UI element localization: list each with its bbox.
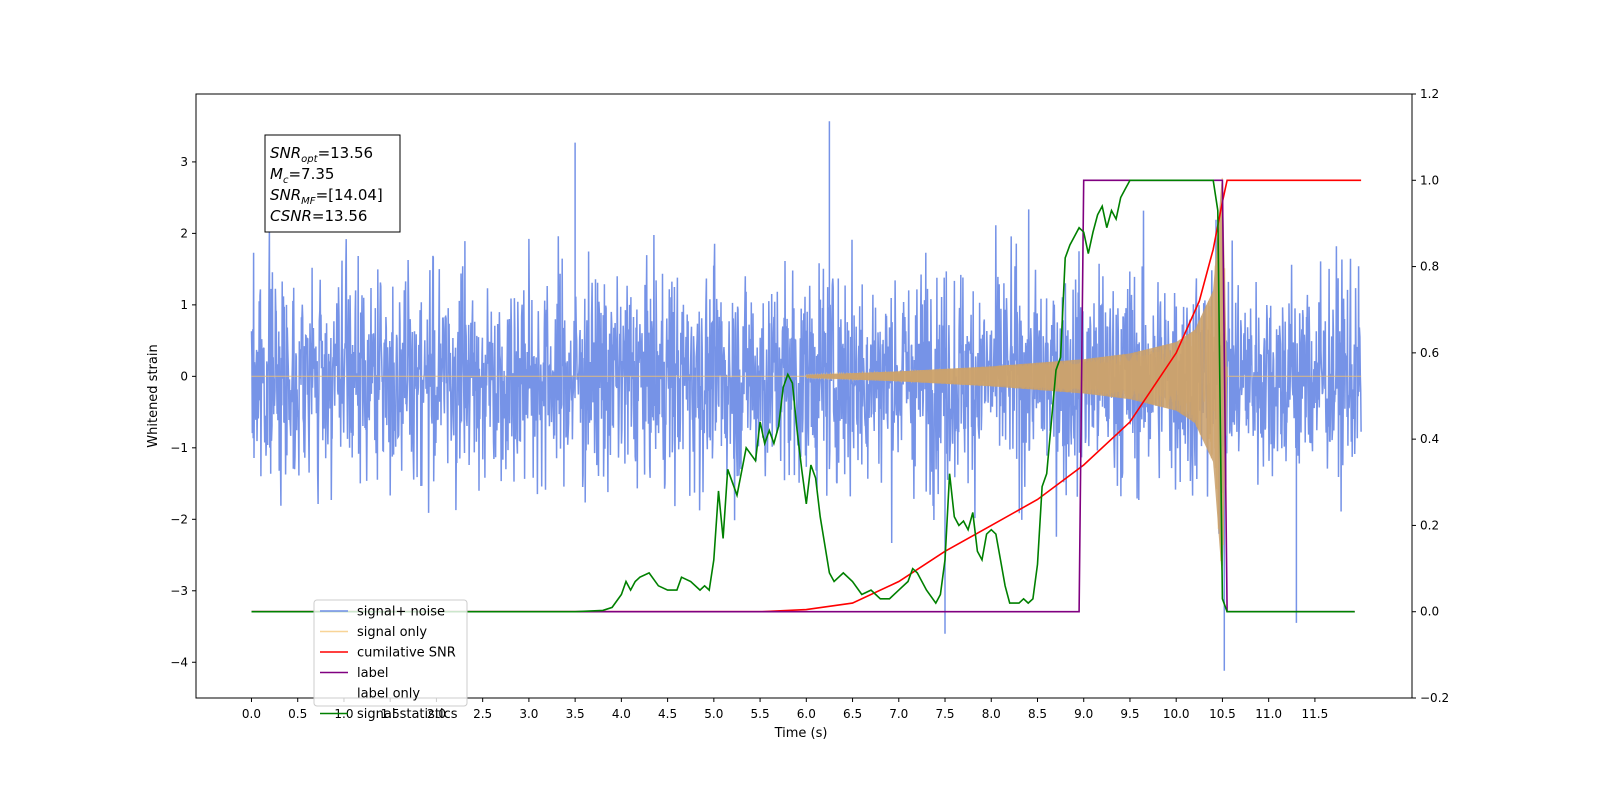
x-tick-label: 4.0 [612,707,631,721]
x-tick-label: 10.0 [1163,707,1190,721]
x-tick-label: 6.0 [797,707,816,721]
y-tick-label: −4 [170,655,188,669]
annotation-line: SNRopt=13.56 [270,144,373,165]
x-tick-label: 5.5 [751,707,770,721]
y-tick-label: 1 [180,298,188,312]
y-tick-label: −1 [170,441,188,455]
y-tick-label: 3 [180,155,188,169]
x-tick-label: 9.5 [1120,707,1139,721]
legend: signal+ noise signal only cumilative SNR la… [313,599,468,722]
y-tick-label: 0 [180,369,188,383]
legend-label: signal only [357,625,427,640]
legend-frame [313,599,468,707]
y-axis-label: Whitened strain [146,344,161,447]
y2-tick-label: −0.2 [1420,691,1449,705]
y2-tick-label: 0.8 [1420,260,1439,274]
y2-tick-label: 0.6 [1420,346,1439,360]
x-tick-label: 3.5 [566,707,585,721]
x-tick-label: 7.0 [889,707,908,721]
annotation-line: Mc=7.35 [270,165,334,186]
x-tick-label: 4.5 [658,707,677,721]
x-tick-label: 3.0 [519,707,538,721]
x-tick-label: 8.0 [982,707,1001,721]
annotation-frame [264,134,401,233]
legend-label: label only [357,687,420,702]
y-axis-right: 1.2 1.0 0.8 0.6 0.4 0.2 0.0 −0.2 [1412,87,1449,705]
x-tick-label: 0.0 [242,707,261,721]
y-tick-label: −3 [170,584,188,598]
x-tick-label: 7.5 [935,707,954,721]
y-tick-label: 2 [180,226,188,240]
x-tick-label: 0.5 [288,707,307,721]
x-axis-label: Time (s) [774,726,828,741]
x-tick-label: 9.0 [1074,707,1093,721]
y-axis-left: 3 2 1 0 −1 −2 −3 −4 [170,155,196,669]
x-tick-label: 1.5 [381,707,400,721]
x-tick-label: 6.5 [843,707,862,721]
legend-label: cumilative SNR [357,646,456,661]
annotation-line: SNRMF=[14.04] [270,186,383,207]
axes-frame [195,93,1413,699]
annotation-line: CSNR=13.56 [270,207,367,225]
y2-tick-label: 0.2 [1420,518,1439,532]
legend-label: label [357,666,388,681]
annotation-box: SNRopt=13.56Mc=7.35SNRMF=[14.04]CSNR=13.… [264,134,401,233]
plot-area [250,121,1362,671]
y2-tick-label: 1.0 [1420,173,1439,187]
x-tick-label: 2.0 [427,707,446,721]
legend-label: signal statistics [357,707,458,722]
x-tick-label: 2.5 [473,707,492,721]
x-tick-label: 10.5 [1209,707,1236,721]
x-tick-label: 11.0 [1255,707,1282,721]
series-signal-only-envelope [806,182,1228,571]
y2-tick-label: 0.0 [1420,605,1439,619]
series-signal-noise-line [250,121,1362,671]
x-tick-label: 8.5 [1028,707,1047,721]
x-tick-label: 11.5 [1302,707,1329,721]
y2-tick-label: 0.4 [1420,432,1439,446]
y2-tick-label: 1.2 [1420,87,1439,101]
x-tick-label: 5.0 [704,707,723,721]
legend-label: signal+ noise [357,605,445,620]
y-tick-label: −2 [170,512,188,526]
series-signal-statistics-line [251,179,1355,613]
